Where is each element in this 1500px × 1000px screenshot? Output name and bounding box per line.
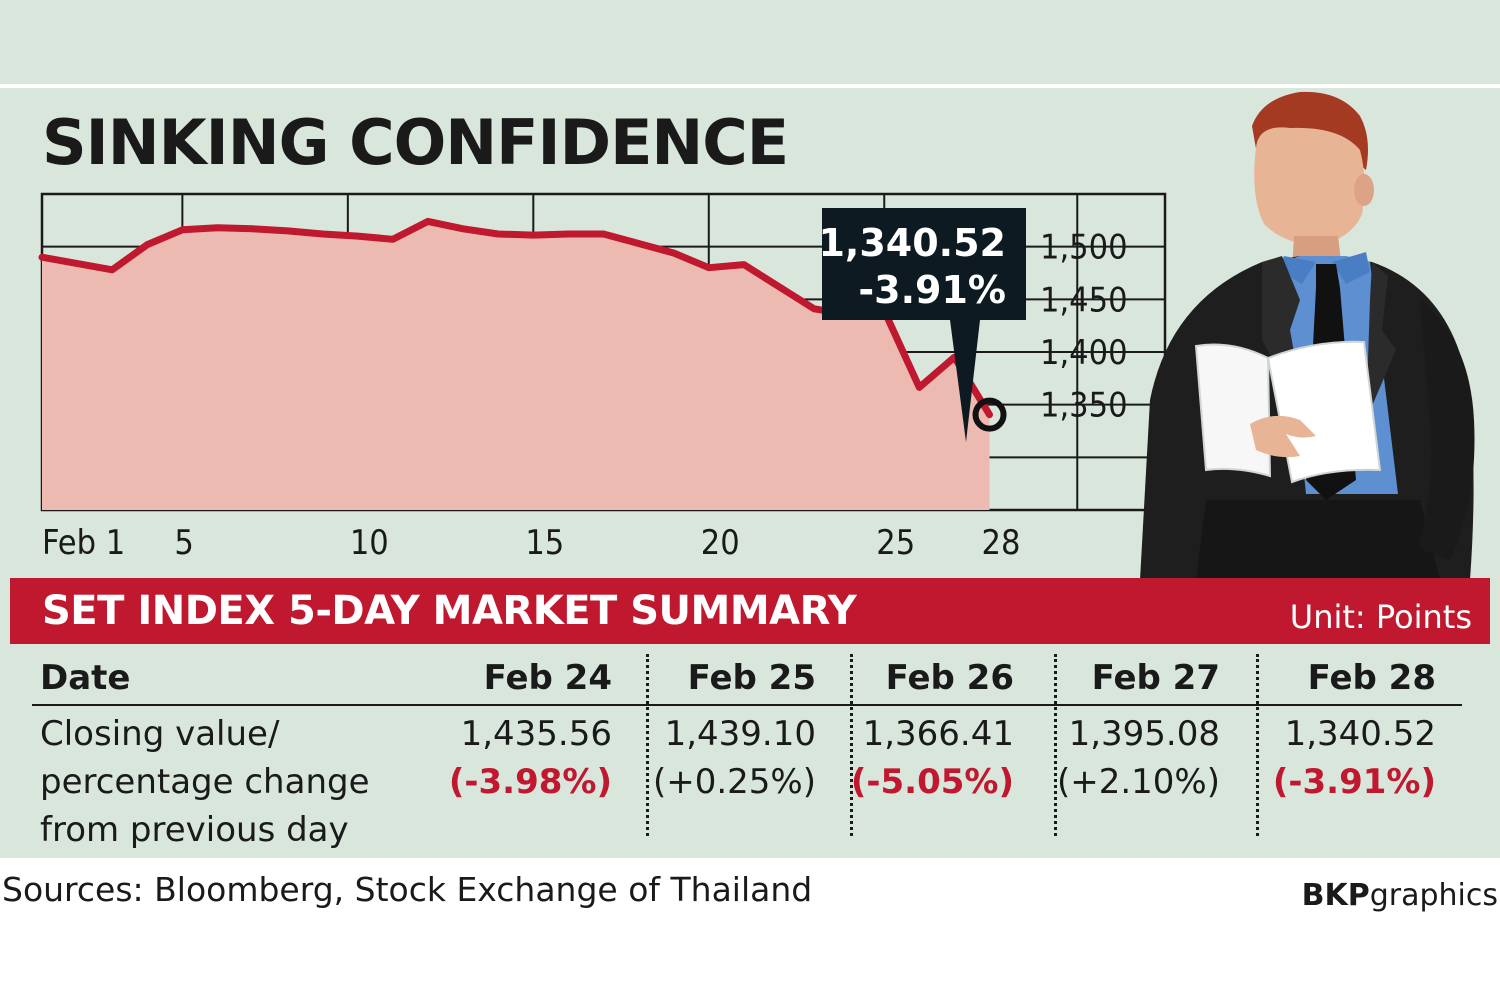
closing-value: 1,439.10	[664, 714, 816, 754]
callout-change: -3.91%	[858, 268, 1006, 312]
x-tick-label: Feb 1	[42, 523, 125, 563]
percent-change: (+0.25%)	[652, 762, 816, 802]
percent-change: (-5.05%)	[850, 762, 1014, 802]
x-tick-label: 5	[174, 523, 193, 563]
closing-value: 1,395.08	[1068, 714, 1220, 754]
closing-value: 1,340.52	[1284, 714, 1436, 754]
head	[1254, 127, 1365, 246]
header-rule	[32, 704, 1462, 706]
area-fill	[42, 221, 990, 510]
percent-change: (+2.10%)	[1056, 762, 1220, 802]
col-header-feb25: Feb 25	[687, 658, 816, 698]
y-tick-label: 1,450	[1040, 280, 1128, 320]
document-right	[1266, 340, 1382, 484]
arm-right	[1418, 300, 1475, 560]
sources-note: Sources: Bloomberg, Stock Exchange of Th…	[2, 870, 813, 909]
y-tick-label: 1,500	[1040, 228, 1128, 268]
column-divider	[1054, 654, 1057, 836]
row-label-line: Closing value/	[40, 714, 280, 754]
credit-logo: BKPgraphics	[1302, 878, 1498, 913]
collar-right	[1332, 252, 1370, 284]
callout-box	[822, 208, 1026, 442]
x-tick-label: 28	[982, 523, 1021, 563]
column-divider	[646, 654, 649, 836]
summary-table: Date Feb 24 Feb 25 Feb 26 Feb 27 Feb 28 …	[0, 644, 1500, 858]
ear	[1354, 174, 1374, 206]
trousers	[1196, 500, 1440, 580]
x-tick-label: 10	[350, 523, 389, 563]
col-header-feb27: Feb 27	[1091, 658, 1220, 698]
credit-rest: graphics	[1369, 878, 1498, 913]
col-header-feb26: Feb 26	[885, 658, 1014, 698]
lapel-right	[1366, 262, 1396, 420]
summary-header-bar: SET INDEX 5-DAY MARKET SUMMARY Unit: Poi…	[10, 578, 1490, 644]
top-band	[0, 0, 1500, 84]
x-tick-label: 20	[701, 523, 740, 563]
chart-title: SINKING CONFIDENCE	[42, 106, 789, 179]
y-axis-ticks: 1,500 1,450 1,400 1,350	[1040, 228, 1128, 426]
closing-value: 1,366.41	[862, 714, 1014, 754]
hand	[1250, 415, 1316, 458]
collar	[1278, 256, 1316, 284]
percent-change: (-3.91%)	[1272, 762, 1436, 802]
cell-feb27: 1,395.08 (+2.10%)	[1057, 710, 1220, 806]
column-divider	[1256, 654, 1259, 836]
y-tick-label: 1,400	[1040, 333, 1128, 373]
chart-area-layer	[42, 221, 990, 510]
unit-label: Unit: Points	[1289, 598, 1472, 636]
summary-title: SET INDEX 5-DAY MARKET SUMMARY	[42, 588, 857, 634]
x-axis-ticks: Feb 1 5 10 15 20 25 28	[42, 523, 1020, 563]
businessman-illustration	[1140, 91, 1475, 580]
row-label-line: percentage change	[40, 762, 370, 802]
date-header: Date	[40, 658, 131, 698]
callout-value: 1,340.52	[818, 221, 1006, 265]
cell-feb25: 1,439.10 (+0.25%)	[653, 710, 816, 806]
y-tick-label: 1,350	[1040, 386, 1128, 426]
x-tick-label: 15	[525, 523, 564, 563]
line-chart: 1,500 1,450 1,400 1,350 Feb 1 5 10 15 20 25 28 1,…	[38, 192, 1167, 563]
cell-feb26: 1,366.41 (-5.05%)	[851, 710, 1014, 806]
x-tick-label: 25	[876, 523, 915, 563]
credit-bold: BKP	[1301, 878, 1370, 913]
document-left	[1194, 343, 1272, 478]
row-label: Closing value/ percentage change from pr…	[40, 710, 370, 854]
cell-feb28: 1,340.52 (-3.91%)	[1273, 710, 1436, 806]
value-callout: 1,340.52 -3.91%	[818, 208, 1026, 442]
col-header-feb28: Feb 28	[1307, 658, 1436, 698]
percent-change: (-3.98%)	[448, 762, 612, 802]
col-header-feb24: Feb 24	[483, 658, 612, 698]
cell-feb24: 1,435.56 (-3.98%)	[449, 710, 612, 806]
row-label-line: from previous day	[40, 810, 349, 850]
highlight-point	[972, 397, 1007, 432]
closing-value: 1,435.56	[460, 714, 612, 754]
column-divider	[850, 654, 853, 836]
